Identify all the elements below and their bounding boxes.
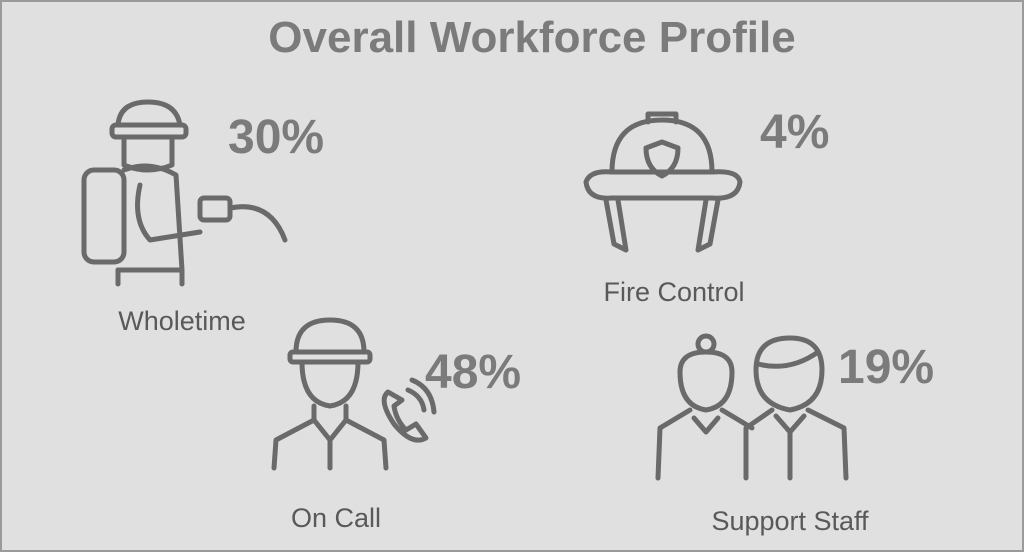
label: Fire Control [603, 277, 744, 307]
percent: 30% [228, 111, 324, 164]
label: On Call [291, 503, 381, 533]
label: Support Staff [711, 506, 869, 536]
wholetime-icon [81, 99, 288, 287]
label: Wholetime [118, 306, 246, 336]
fire-control-icon [583, 111, 743, 253]
percent: 19% [838, 341, 934, 394]
percent: 4% [760, 106, 829, 159]
on-call-icon [271, 317, 437, 471]
percent: 48% [425, 346, 521, 399]
title: Overall Workforce Profile [268, 13, 795, 62]
support-staff-icon [655, 333, 849, 481]
